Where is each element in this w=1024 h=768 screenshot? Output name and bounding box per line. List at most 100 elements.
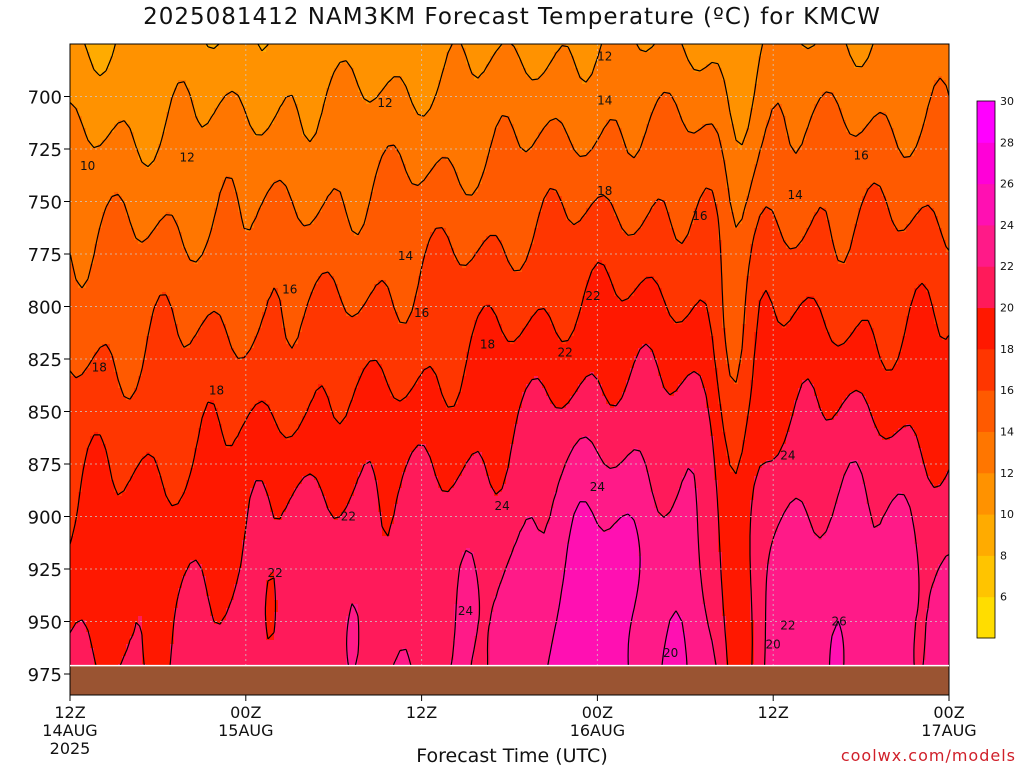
field-cell bbox=[74, 496, 79, 501]
field-cell bbox=[90, 396, 95, 401]
field-cell bbox=[94, 624, 99, 629]
field-cell bbox=[98, 56, 103, 61]
field-cell bbox=[94, 152, 99, 157]
field-cell bbox=[86, 488, 91, 493]
field-cell bbox=[70, 340, 75, 345]
field-cell bbox=[70, 172, 75, 177]
field-cell bbox=[86, 580, 91, 585]
field-cell bbox=[86, 100, 91, 105]
field-cell bbox=[78, 288, 83, 293]
field-cell bbox=[74, 92, 79, 97]
field-cell bbox=[86, 176, 91, 181]
field-cell bbox=[98, 248, 103, 253]
field-cell bbox=[94, 204, 99, 209]
field-cell bbox=[78, 84, 83, 89]
field-cell bbox=[70, 212, 75, 217]
field-cell bbox=[70, 64, 75, 69]
field-cell bbox=[78, 596, 83, 601]
field-cell bbox=[82, 340, 87, 345]
field-cell bbox=[70, 220, 75, 225]
field-cell bbox=[74, 64, 79, 69]
field-cell bbox=[78, 140, 83, 145]
field-cell bbox=[78, 368, 83, 373]
field-cell bbox=[86, 124, 91, 129]
field-cell bbox=[94, 600, 99, 605]
field-cell bbox=[74, 48, 79, 53]
field-cell bbox=[70, 496, 75, 501]
field-cell bbox=[70, 240, 75, 245]
field-cell bbox=[74, 464, 79, 469]
field-cell bbox=[86, 428, 91, 433]
field-cell bbox=[78, 332, 83, 337]
field-cell bbox=[82, 504, 87, 509]
field-cell bbox=[82, 236, 87, 241]
field-cell bbox=[86, 584, 91, 589]
field-cell bbox=[90, 428, 95, 433]
field-cell bbox=[82, 324, 87, 329]
field-cell bbox=[70, 336, 75, 341]
field-cell bbox=[78, 340, 83, 345]
field-cell bbox=[98, 168, 103, 173]
field-cell bbox=[74, 100, 79, 105]
field-cell bbox=[90, 572, 95, 577]
field-cell bbox=[78, 192, 83, 197]
field-cell bbox=[78, 648, 83, 653]
field-cell bbox=[78, 260, 83, 265]
field-cell bbox=[94, 124, 99, 129]
field-cell bbox=[90, 488, 95, 493]
field-cell bbox=[74, 528, 79, 533]
field-cell bbox=[78, 508, 83, 513]
field-cell bbox=[86, 540, 91, 545]
field-cell bbox=[94, 424, 99, 429]
field-cell bbox=[82, 448, 87, 453]
field-cell bbox=[78, 636, 83, 641]
field-cell bbox=[82, 332, 87, 337]
field-cell bbox=[82, 648, 87, 653]
field-cell bbox=[74, 384, 79, 389]
field-cell bbox=[86, 384, 91, 389]
field-cell bbox=[70, 296, 75, 301]
field-cell bbox=[78, 92, 83, 97]
field-cell bbox=[78, 132, 83, 137]
field-cell bbox=[70, 544, 75, 549]
field-cell bbox=[90, 560, 95, 565]
field-cell bbox=[82, 652, 87, 657]
field-cell bbox=[90, 620, 95, 625]
field-cell bbox=[74, 444, 79, 449]
field-cell bbox=[82, 484, 87, 489]
field-cell bbox=[82, 512, 87, 517]
field-cell bbox=[94, 284, 99, 289]
field-cell bbox=[74, 648, 79, 653]
field-cell bbox=[74, 72, 79, 77]
field-cell bbox=[86, 468, 91, 473]
field-cell bbox=[70, 448, 75, 453]
field-cell bbox=[78, 136, 83, 141]
field-cell bbox=[74, 132, 79, 137]
field-cell bbox=[70, 232, 75, 237]
field-cell bbox=[90, 244, 95, 249]
field-cell bbox=[90, 508, 95, 513]
field-cell bbox=[78, 612, 83, 617]
field-cell bbox=[74, 336, 79, 341]
field-cell bbox=[86, 316, 91, 321]
field-cell bbox=[82, 580, 87, 585]
field-cell bbox=[90, 120, 95, 125]
field-cell bbox=[82, 428, 87, 433]
field-cell bbox=[82, 100, 87, 105]
field-cell bbox=[70, 452, 75, 457]
field-cell bbox=[70, 376, 75, 381]
field-cell bbox=[74, 52, 79, 57]
field-cell bbox=[74, 364, 79, 369]
field-cell bbox=[94, 644, 99, 649]
field-cell bbox=[74, 244, 79, 249]
field-cell bbox=[82, 640, 87, 645]
field-cell bbox=[90, 608, 95, 613]
field-cell bbox=[78, 296, 83, 301]
field-cell bbox=[86, 608, 91, 613]
field-cell bbox=[82, 88, 87, 93]
field-cell bbox=[86, 436, 91, 441]
field-cell bbox=[70, 620, 75, 625]
field-cell bbox=[94, 444, 99, 449]
field-cell bbox=[94, 596, 99, 601]
field-cell bbox=[74, 592, 79, 597]
